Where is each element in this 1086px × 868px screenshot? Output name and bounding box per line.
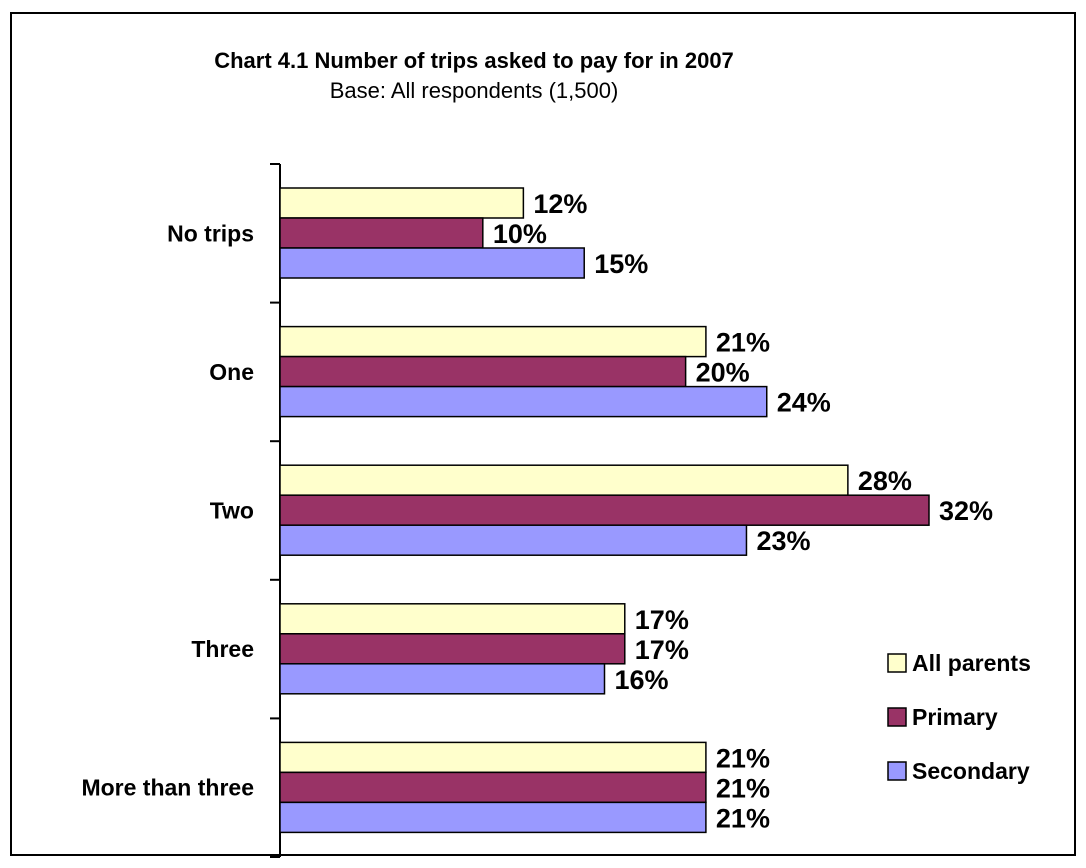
chart-title: Chart 4.1 Number of trips asked to pay f…: [214, 48, 734, 73]
bar: [279, 325, 707, 358]
legend-swatch: [887, 707, 907, 727]
bar: [279, 187, 525, 219]
bar: [279, 494, 930, 526]
bar: [279, 464, 849, 496]
legend-label: Primary: [912, 704, 998, 730]
category-label: No trips: [167, 220, 254, 246]
data-label: 28%: [858, 466, 912, 496]
data-label: 21%: [716, 328, 770, 358]
bar-chart: Chart 4.1 Number of trips asked to pay f…: [81, 48, 1031, 858]
bar: [279, 801, 707, 834]
category-label: Three: [191, 636, 254, 662]
data-label: 21%: [716, 773, 770, 803]
bars-group: 12%10%15%21%20%24%28%32%23%17%17%16%21%2…: [279, 187, 993, 834]
data-label: 16%: [615, 665, 669, 695]
legend-swatch: [887, 653, 907, 673]
category-label: One: [209, 359, 254, 385]
bar: [279, 217, 484, 249]
legend-swatch: [887, 761, 907, 781]
bar: [279, 355, 687, 388]
bar: [279, 633, 626, 665]
data-label: 12%: [533, 189, 587, 219]
data-label: 17%: [635, 605, 689, 635]
data-label: 23%: [756, 526, 810, 556]
bar: [279, 385, 768, 418]
data-label: 24%: [777, 388, 831, 418]
bar: [279, 247, 585, 279]
chart-frame: Chart 4.1 Number of trips asked to pay f…: [10, 12, 1076, 858]
bar: [279, 771, 707, 804]
bar: [279, 603, 626, 635]
category-label: Two: [210, 498, 254, 524]
legend: All parents Primary Secondary: [887, 650, 1031, 784]
data-label: 32%: [939, 496, 993, 526]
bar: [279, 524, 748, 556]
bar: [279, 741, 707, 774]
chart-subtitle: Base: All respondents (1,500): [330, 78, 619, 103]
data-label: 21%: [716, 803, 770, 833]
data-label: 10%: [493, 219, 547, 249]
legend-label: All parents: [912, 650, 1031, 676]
legend-label: Secondary: [912, 758, 1030, 784]
category-label: More than three: [81, 775, 254, 801]
data-label: 15%: [594, 249, 648, 279]
category-axis: No trips One Two Three More than three: [81, 163, 281, 858]
data-label: 17%: [635, 635, 689, 665]
data-label: 20%: [696, 358, 750, 388]
data-label: 21%: [716, 743, 770, 773]
bar: [279, 663, 606, 695]
